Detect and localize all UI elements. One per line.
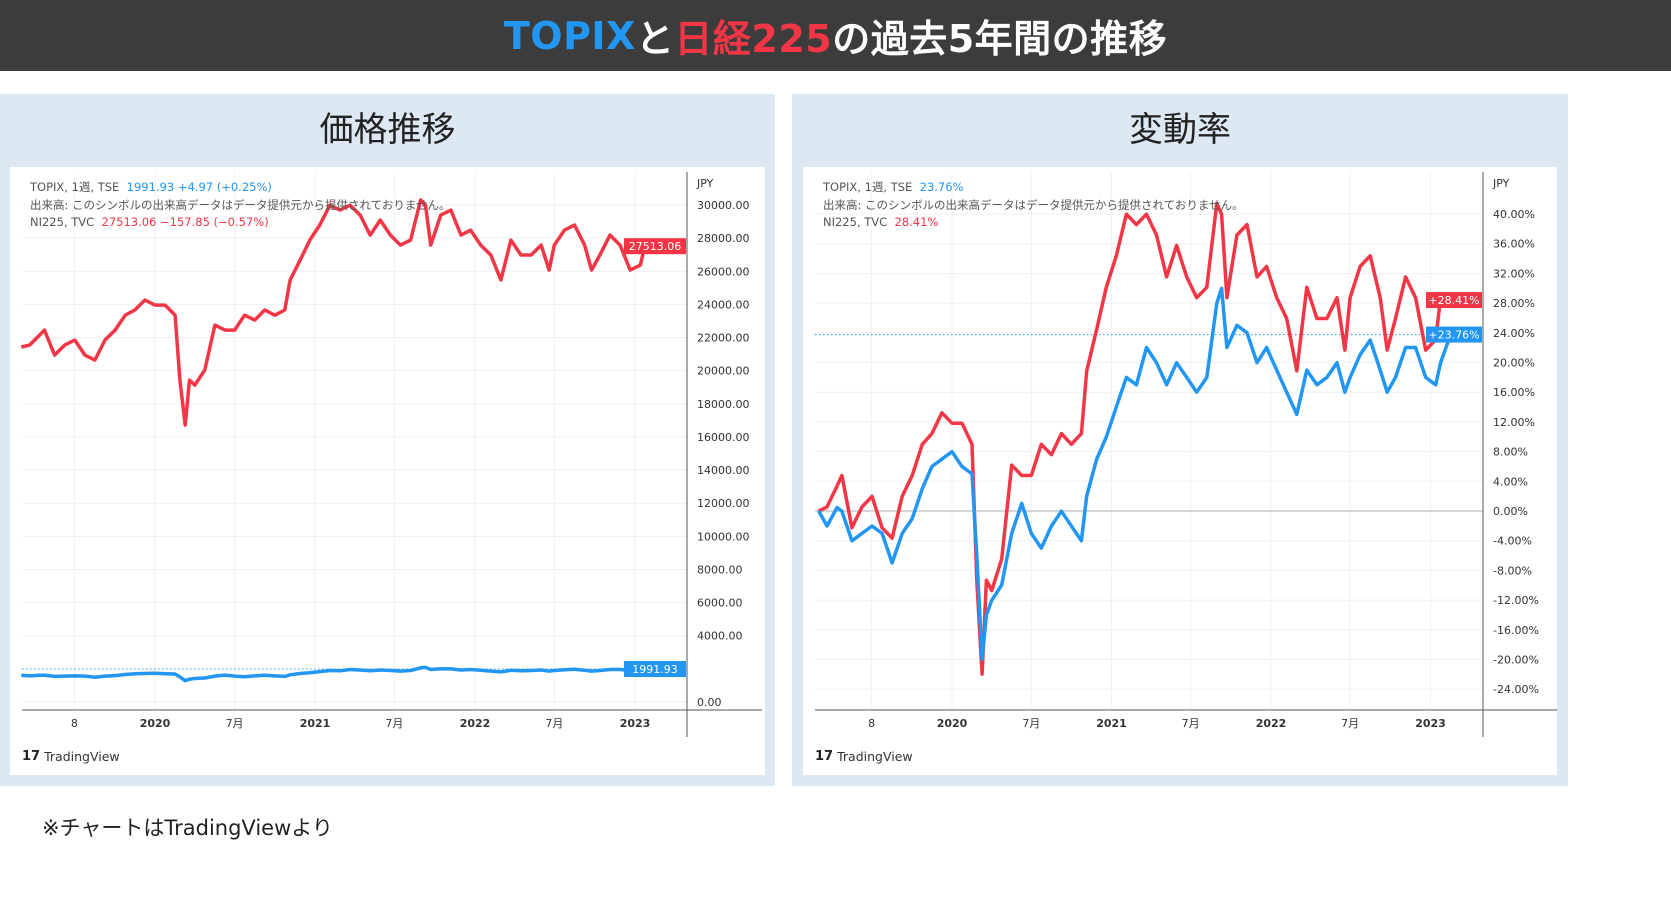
y-tick-label: 28.00%: [1493, 297, 1535, 310]
tradingview-logo[interactable]: 17 TradingView: [815, 749, 913, 764]
title-conj: と: [635, 17, 675, 61]
y-tick-label: -4.00%: [1493, 535, 1532, 548]
y-tick-label: 12.00%: [1493, 416, 1535, 429]
panel-title: 価格推移: [319, 110, 456, 150]
y-tick-label: 20.00%: [1493, 357, 1535, 370]
x-tick-label: 7月: [1182, 717, 1200, 730]
x-tick-label: 7月: [385, 717, 403, 730]
legend-volume-note: 出来高: このシンボルの出来高データはデータ提供元から提供されておりません。: [823, 197, 1244, 212]
legend-nikkei-label: NI225, TVC: [30, 215, 95, 229]
logo-text: TradingView: [837, 749, 913, 764]
nikkei-line: [817, 201, 1452, 676]
legend-topix-values: 1991.93 +4.97 (+0.25%): [126, 180, 272, 194]
nikkei-last-label-bg: [624, 238, 686, 255]
x-tick-label: 2021: [1096, 717, 1127, 730]
change-chart-svg: 40.00% 36.00% 32.00% 28.00% 24.00% 20.00% 16.0…: [815, 172, 1557, 737]
y-tick-label: -12.00%: [1493, 594, 1539, 607]
x-tick-label: 2023: [620, 717, 651, 730]
x-tick-label: 2022: [460, 717, 491, 730]
y-tick-label: -8.00%: [1493, 564, 1532, 577]
title-nikkei: 日経225: [674, 17, 833, 61]
change-chart[interactable]: 40.00% 36.00% 32.00% 28.00% 24.00% 20.00% 16.0…: [803, 167, 1557, 775]
y-tick-label: 32.00%: [1493, 267, 1535, 280]
y-tick-label: 40.00%: [1493, 208, 1535, 221]
nikkei-line: [20, 198, 656, 427]
y-tick-label: 28000.00: [697, 232, 750, 245]
chart-legend: TOPIX, 1週, TSE 1991.93 +4.97 (+0.25%) 出来…: [30, 179, 451, 232]
price-chart-svg: 30000.00 28000.00 26000.00 24000.00 22000.00…: [20, 172, 762, 737]
y-tick-label: 6000.00: [697, 597, 743, 610]
title-topix: TOPIX: [503, 13, 636, 58]
y-tick-label: 4000.00: [697, 630, 743, 643]
legend-volume-note: 出来高: このシンボルの出来高データはデータ提供元から提供されておりません。: [30, 197, 451, 212]
topix-line: [21, 665, 656, 683]
y-tick-label: -24.00%: [1493, 683, 1539, 696]
tradingview-icon: 17: [22, 749, 41, 764]
y-tick-label: 12000.00: [697, 497, 750, 510]
legend-nikkei-label: NI225, TVC: [823, 215, 888, 229]
y-tick-label: -20.00%: [1493, 654, 1539, 667]
y-axis-unit: JPY: [1492, 177, 1510, 190]
y-tick-label: 0.00: [697, 696, 722, 709]
y-tick-label: 0.00%: [1493, 505, 1528, 518]
x-tick-label: 7月: [1022, 717, 1040, 730]
page-title: TOPIX と日経225 の過去5年間の推移: [0, 0, 1671, 71]
y-axis-unit: JPY: [696, 177, 714, 190]
legend-nikkei-values: 28.41%: [894, 215, 939, 229]
y-tick-label: -16.00%: [1493, 624, 1539, 637]
y-tick-label: 8.00%: [1493, 446, 1528, 459]
tradingview-logo[interactable]: 17 TradingView: [22, 749, 120, 764]
x-tick-label: 2020: [937, 717, 968, 730]
y-tick-label: 36.00%: [1493, 238, 1535, 251]
logo-text: TradingView: [44, 749, 120, 764]
y-tick-label: 22000.00: [697, 332, 750, 345]
x-tick-label: 7月: [545, 717, 563, 730]
y-tick-label: 16.00%: [1493, 386, 1535, 399]
legend-nikkei-values: 27513.06 −157.85 (−0.57%): [101, 215, 269, 229]
topix-last-label-bg: [1426, 326, 1482, 343]
tradingview-icon: 17: [815, 749, 834, 764]
x-tick-label: 7月: [226, 717, 244, 730]
source-note: ※チャートはTradingViewより: [42, 816, 333, 840]
topix-line: [817, 286, 1453, 662]
x-tick-label: 8: [71, 717, 78, 730]
price-chart[interactable]: 30000.00 28000.00 26000.00 24000.00 22000.00…: [10, 167, 765, 775]
panel-title: 変動率: [1129, 110, 1231, 150]
y-tick-label: 16000.00: [697, 431, 750, 444]
y-tick-label: 8000.00: [697, 563, 743, 576]
title-rest: の過去5年間の推移: [832, 17, 1168, 61]
nikkei-last-label-bg: [1426, 292, 1482, 309]
topix-last-label: +23.76%: [1428, 329, 1479, 342]
x-tick-label: 2023: [1415, 717, 1446, 730]
y-tick-label: 4.00%: [1493, 475, 1528, 488]
y-tick-label: 24000.00: [697, 298, 750, 311]
x-tick-label: 8: [868, 717, 875, 730]
y-tick-label: 20000.00: [697, 365, 750, 378]
topix-last-label-bg: [624, 660, 686, 677]
price-panel: 価格推移 30000.00 28000.00 26000.00 24000.00 220…: [0, 94, 775, 786]
nikkei-last-label: +28.41%: [1428, 294, 1479, 307]
y-tick-label: 24.00%: [1493, 327, 1535, 340]
legend-topix-values: 23.76%: [919, 180, 964, 194]
y-tick-label: 14000.00: [697, 464, 750, 477]
x-tick-label: 2020: [140, 717, 171, 730]
x-tick-label: 7月: [1341, 717, 1359, 730]
y-tick-label: 10000.00: [697, 530, 750, 543]
y-tick-label: 30000.00: [697, 199, 750, 212]
nikkei-last-label: 27513.06: [629, 240, 682, 253]
y-tick-label: 18000.00: [697, 398, 750, 411]
chart-legend: TOPIX, 1週, TSE 23.76% 出来高: このシンボルの出来高データ…: [823, 179, 1244, 232]
change-panel: 変動率 40.00% 36.00% 32.00% 28.00% 24.00% 20.00%…: [792, 94, 1568, 786]
x-tick-label: 2022: [1256, 717, 1287, 730]
topix-last-label: 1991.93: [632, 663, 678, 676]
legend-topix-label: TOPIX, 1週, TSE: [823, 180, 913, 194]
y-tick-label: 26000.00: [697, 265, 750, 278]
x-tick-label: 2021: [300, 717, 331, 730]
legend-topix-label: TOPIX, 1週, TSE: [30, 180, 120, 194]
